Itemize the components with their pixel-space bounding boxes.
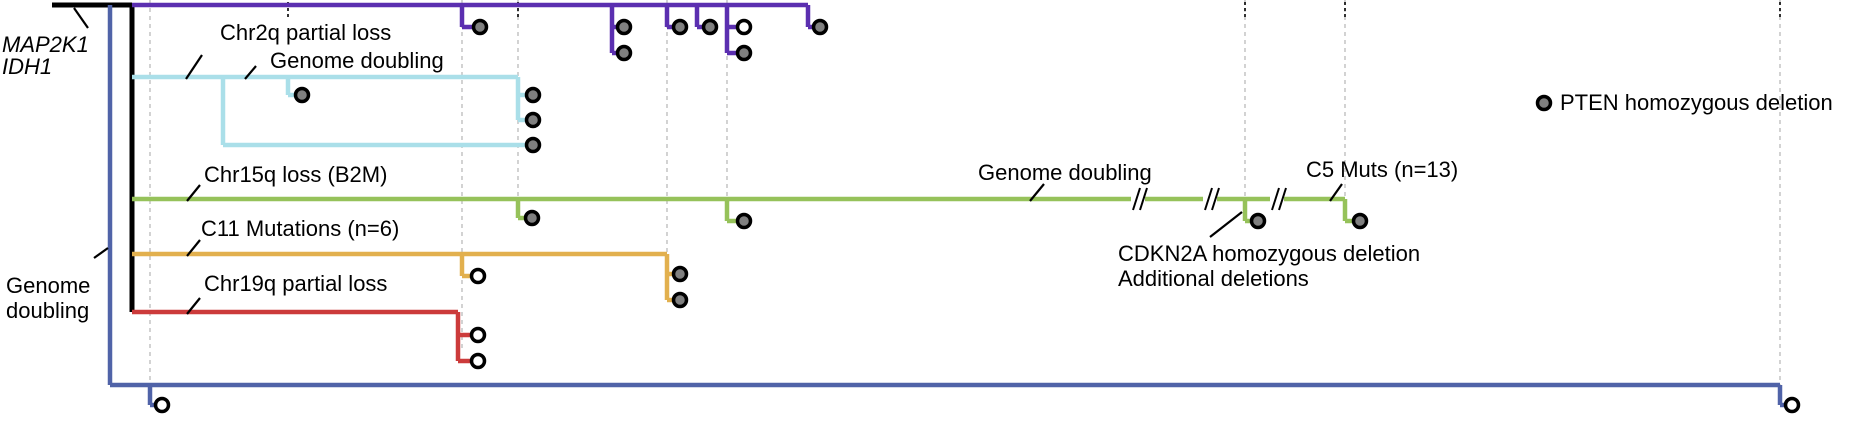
trunk-gene-label: IDH1 xyxy=(2,54,52,79)
deletion-node xyxy=(293,86,311,104)
normal-node xyxy=(469,267,487,285)
break-slash xyxy=(1132,187,1141,211)
deletion-node xyxy=(524,136,542,154)
event-tick xyxy=(93,247,109,259)
event-ticks xyxy=(73,7,1343,315)
deletion-node xyxy=(523,209,541,227)
trunk-branch xyxy=(52,2,135,312)
break-slash xyxy=(1271,187,1280,211)
event-tick xyxy=(185,54,203,80)
break-marks xyxy=(1131,187,1287,211)
trunk-gene-label: MAP2K1 xyxy=(2,32,89,57)
cyan-event1-label: Chr2q partial loss xyxy=(220,20,391,45)
label-line: Genome xyxy=(6,273,90,298)
green-event4-label: CDKN2A homozygous deletion Additional del… xyxy=(1118,241,1420,291)
deletion-node xyxy=(615,44,633,62)
normal-node xyxy=(735,18,753,36)
green-event1-label: Chr15q loss (B2M) xyxy=(204,162,387,187)
event-tick xyxy=(186,184,201,202)
red-branch xyxy=(132,309,474,364)
deletion-node xyxy=(524,86,542,104)
green-event2-label: Genome doubling xyxy=(978,160,1152,185)
red-event-label: Chr19q partial loss xyxy=(204,271,387,296)
label-line: doubling xyxy=(6,298,89,323)
normal-node xyxy=(153,396,171,414)
event-tick xyxy=(244,65,257,80)
green-event3-label: C5 Muts (n=13) xyxy=(1306,157,1458,182)
break-slash xyxy=(1278,187,1287,211)
blue-branch xyxy=(107,5,1792,408)
break-slash xyxy=(1139,187,1148,211)
normal-node xyxy=(469,326,487,344)
orange-event-label: C11 Mutations (n=6) xyxy=(201,216,399,241)
normal-node xyxy=(469,352,487,370)
event-tick xyxy=(1209,211,1243,238)
label-line: CDKN2A homozygous deletion xyxy=(1118,241,1420,266)
deletion-node xyxy=(671,18,689,36)
legend-text: PTEN homozygous deletion xyxy=(1560,90,1833,115)
legend: PTEN homozygous deletion xyxy=(1535,90,1833,115)
deletion-node xyxy=(671,291,689,309)
deletion-node xyxy=(701,18,719,36)
normal-node xyxy=(1783,396,1801,414)
break-slash xyxy=(1211,187,1220,211)
event-tick xyxy=(186,239,201,257)
deletion-node xyxy=(735,212,753,230)
blue-event-label: Genome doubling xyxy=(6,273,90,323)
deletion-node xyxy=(524,111,542,129)
deletion-node xyxy=(1351,212,1369,230)
sample-nodes xyxy=(153,18,1801,414)
label-line: Additional deletions xyxy=(1118,266,1309,291)
cyan-branch xyxy=(132,74,533,148)
deletion-node xyxy=(735,44,753,62)
deletion-node xyxy=(811,18,829,36)
filled-node-icon xyxy=(1535,94,1553,112)
break-slash xyxy=(1204,187,1213,211)
deletion-node xyxy=(615,18,633,36)
event-tick xyxy=(73,7,89,29)
deletion-node xyxy=(671,265,689,283)
event-tick xyxy=(1029,183,1045,202)
deletion-node xyxy=(471,18,489,36)
cyan-event2-label: Genome doubling xyxy=(270,48,444,73)
event-tick xyxy=(186,297,201,315)
event-tick xyxy=(1329,183,1343,202)
deletion-node xyxy=(1249,212,1267,230)
